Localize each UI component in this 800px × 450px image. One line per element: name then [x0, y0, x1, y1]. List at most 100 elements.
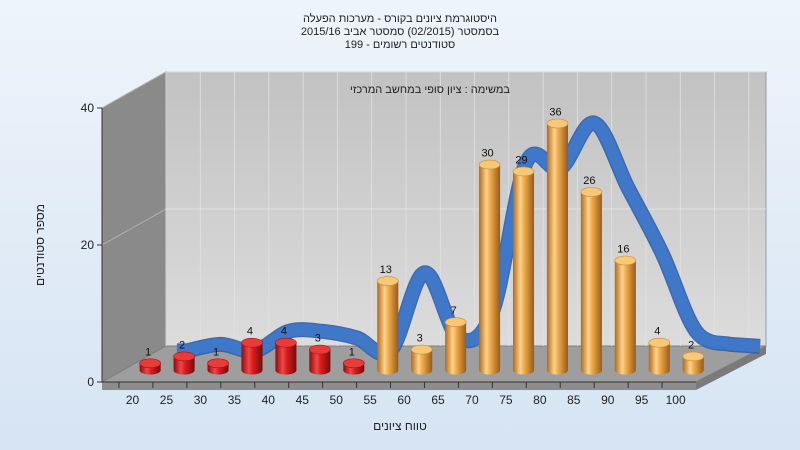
bar-top — [342, 358, 365, 369]
value-label-60: 3 — [417, 333, 423, 345]
bar-body — [445, 322, 467, 375]
bar-body — [309, 349, 331, 375]
bar-top — [682, 351, 705, 362]
bar-top — [580, 187, 603, 197]
x-tick-label: 35 — [228, 393, 242, 407]
x-tick-label: 65 — [431, 393, 445, 407]
value-label-35: 4 — [247, 326, 253, 338]
x-tick-label: 100 — [666, 393, 686, 407]
value-label-100: 2 — [688, 339, 694, 351]
y-tick-label: 20 — [81, 238, 95, 252]
bar-top — [410, 344, 433, 355]
bar-45 — [309, 344, 331, 375]
gridline-side — [101, 71, 167, 109]
value-label-25: 2 — [179, 339, 185, 351]
title-line-1: היסטוגרמת ציונים בקורס - מערכות הפעלה — [303, 12, 497, 25]
bar-40 — [275, 337, 297, 375]
bar-25 — [173, 351, 195, 375]
trend-curve-line — [176, 117, 761, 360]
bar-top — [207, 358, 229, 369]
y-tick-label: 40 — [81, 101, 95, 115]
x-tick-label: 40 — [262, 393, 276, 407]
x-tick-label: 85 — [567, 393, 581, 407]
bar-85 — [580, 187, 603, 375]
bar-top — [173, 351, 195, 362]
bar-body — [614, 260, 636, 375]
bar-100 — [682, 351, 705, 375]
bar-body — [411, 349, 433, 375]
chart-subtitle: במשימה : ציון סופי במחשב המרכזי — [350, 84, 510, 96]
bar-body — [682, 356, 704, 375]
x-tick-label: 60 — [397, 393, 411, 407]
value-label-45: 3 — [315, 333, 321, 345]
x-axis-label: טווח ציונים — [373, 419, 427, 433]
bar-body — [377, 281, 399, 375]
value-label-65: 7 — [451, 305, 457, 317]
x-tick-label: 95 — [635, 393, 649, 407]
bar-55 — [376, 276, 399, 375]
value-label-70: 30 — [481, 148, 493, 160]
value-label-30: 1 — [213, 346, 219, 358]
bar-50 — [342, 358, 365, 375]
bar-body — [479, 164, 501, 375]
bar-top — [376, 276, 399, 286]
x-tick-label: 55 — [363, 393, 377, 407]
x-tick-label: 30 — [194, 393, 208, 407]
x-tick-label: 20 — [126, 393, 140, 407]
value-label-95: 4 — [654, 326, 660, 338]
y-tick-label: 0 — [87, 375, 94, 389]
gridline-side — [101, 208, 167, 246]
bar-body — [546, 123, 568, 375]
value-label-90: 16 — [617, 244, 629, 256]
x-tick-label: 50 — [330, 393, 344, 407]
bar-top — [444, 317, 467, 327]
x-tick-label: 90 — [601, 393, 615, 407]
x-tick-label: 80 — [533, 393, 547, 407]
x-tick-label: 25 — [160, 393, 174, 407]
x-tick-label: 70 — [465, 393, 479, 407]
bar-body — [173, 356, 195, 375]
bar-top — [614, 255, 637, 266]
bar-top — [512, 166, 535, 177]
bars — [139, 118, 705, 375]
value-label-40: 4 — [281, 326, 287, 338]
bar-body — [275, 342, 297, 375]
value-label-80: 36 — [549, 107, 561, 119]
bar-75 — [512, 166, 535, 375]
bar-top — [139, 358, 161, 369]
floor-right-edge — [696, 346, 766, 390]
chart-title: היסטוגרמת ציונים בקורס - מערכות הפעלה בס… — [301, 12, 500, 51]
x-tick-label: 75 — [499, 393, 513, 407]
bar-20 — [139, 358, 161, 375]
bar-95 — [648, 337, 671, 375]
bar-top — [546, 118, 569, 129]
bar-top — [648, 337, 671, 348]
bar-body — [241, 342, 263, 375]
title-line-3: סטודנטים רשומים - 199 — [345, 39, 456, 51]
bar-80 — [546, 118, 569, 375]
trend-curve — [176, 115, 761, 362]
bar-35 — [241, 337, 263, 375]
x-axis: 20 25 30 35 40 45 50 55 60 65 70 75 80 85 90 95 100 — [102, 381, 696, 407]
y-axis-label: מספר סטודנטים — [33, 204, 47, 286]
value-label-55: 13 — [380, 264, 392, 276]
y-axis: 0 20 40 — [81, 101, 103, 389]
value-labels: 1 2 1 4 4 3 1 13 3 7 30 29 36 26 16 4 2 — [145, 107, 694, 359]
x-tick-label: 45 — [296, 393, 310, 407]
value-label-50: 1 — [349, 346, 355, 358]
value-label-75: 29 — [515, 154, 527, 166]
title-line-2: בסמסטר (02/2015) סמסטר אביב 2015/16 — [301, 26, 500, 38]
value-label-85: 26 — [583, 175, 595, 187]
value-label-20: 1 — [145, 346, 151, 358]
bar-top — [309, 344, 331, 355]
bar-90 — [614, 255, 637, 375]
bar-top — [275, 337, 297, 348]
bar-top — [478, 159, 501, 170]
bar-body — [648, 342, 670, 375]
bar-top — [241, 337, 263, 348]
bar-30 — [207, 358, 229, 375]
floor-front-edge — [102, 382, 696, 390]
bar-60 — [410, 344, 433, 375]
bar-70 — [478, 159, 501, 375]
